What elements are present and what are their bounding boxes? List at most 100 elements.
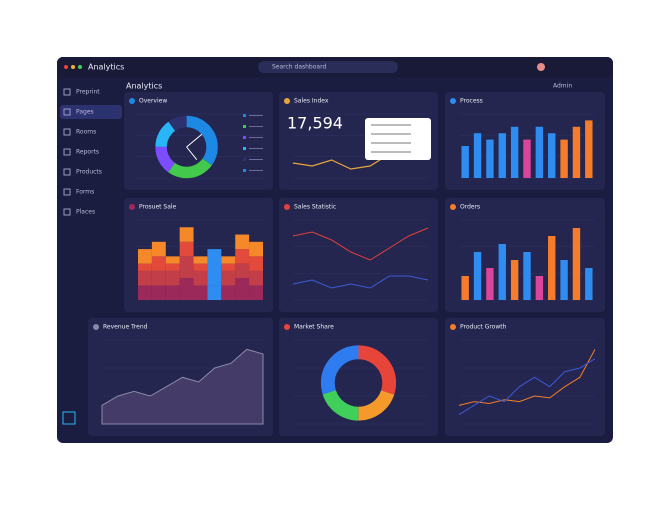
panel-icon	[284, 204, 290, 210]
sidebar-item[interactable]: Pages	[76, 109, 94, 116]
sidebar-item[interactable]: Preprint	[76, 89, 100, 96]
bar-segment	[193, 263, 208, 271]
search-box[interactable]	[258, 61, 398, 73]
search-text: Search dashboard	[272, 64, 326, 71]
bar-segment	[249, 285, 263, 300]
sidebar-item[interactable]: Reports	[76, 149, 99, 156]
clock-hand	[186, 133, 203, 148]
line	[292, 227, 429, 261]
legend-swatch	[243, 158, 246, 161]
bar	[535, 126, 544, 178]
bar-segment	[193, 285, 208, 300]
bar	[523, 139, 531, 178]
bar-segment	[179, 227, 194, 242]
bar-segment	[138, 285, 152, 300]
bar	[461, 276, 469, 300]
sidebar-icon	[63, 208, 71, 216]
panel-title: Market Share	[294, 324, 334, 331]
panel	[124, 92, 273, 190]
sidebar-icon	[63, 168, 71, 176]
panel-title: Product Growth	[460, 324, 507, 331]
bar-segment	[165, 285, 180, 300]
sidebar-item[interactable]: Products	[76, 169, 102, 176]
bar-segment	[165, 263, 180, 271]
bar	[486, 268, 494, 300]
legend-swatch	[243, 114, 246, 117]
kpi-value: 17,594	[287, 114, 343, 133]
bar	[510, 260, 519, 300]
bar-segment	[249, 270, 263, 286]
bar	[572, 126, 581, 178]
bar	[535, 276, 544, 300]
donut-segment	[155, 115, 218, 179]
legend-swatch	[243, 147, 246, 150]
avatar[interactable]	[537, 63, 545, 71]
donut-segment	[155, 115, 218, 179]
user[interactable]: Admin	[553, 83, 572, 90]
legend-swatch	[243, 136, 246, 139]
panel-icon	[129, 98, 135, 104]
bar-segment	[179, 241, 194, 257]
sidebar-item[interactable]: Forms	[76, 189, 94, 196]
line	[458, 349, 596, 406]
donut-segment	[155, 115, 218, 179]
bar-segment	[221, 285, 236, 300]
sidebar-item[interactable]: Rooms	[76, 129, 96, 136]
bar-segment	[207, 249, 222, 286]
bar	[461, 146, 469, 178]
panel-title: Sales Statistic	[294, 204, 336, 211]
bar-segment	[138, 263, 152, 271]
bar-segment	[249, 256, 263, 271]
app-title: Analytics	[88, 63, 124, 72]
bar-segment	[235, 249, 250, 264]
bar	[510, 126, 519, 178]
panel	[279, 318, 438, 436]
dot	[64, 65, 68, 69]
legend-swatch	[243, 125, 246, 128]
bar	[486, 139, 494, 178]
bar-segment	[151, 285, 166, 300]
bar	[473, 252, 482, 300]
panel-title: Sales Index	[294, 98, 329, 105]
bar-segment	[165, 256, 180, 264]
donut-segment	[320, 345, 397, 421]
bar-segment	[249, 241, 263, 257]
panel-icon	[284, 98, 290, 104]
sidebar-icon	[63, 88, 71, 96]
bar-segment	[221, 270, 236, 286]
sidebar-icon	[63, 108, 71, 116]
sidebar-icon	[63, 128, 71, 136]
dot	[71, 65, 75, 69]
bar-segment	[179, 256, 194, 279]
bar	[498, 244, 506, 300]
sidebar-icon	[63, 188, 71, 196]
panel-icon	[284, 324, 290, 330]
tab[interactable]: Analytics	[126, 82, 162, 91]
panel-icon	[129, 204, 135, 210]
legend-swatch	[243, 169, 246, 172]
bar-segment	[221, 256, 236, 264]
panel	[445, 318, 605, 436]
panel-icon	[93, 324, 99, 330]
bar	[523, 252, 531, 300]
bar	[560, 139, 568, 178]
sidebar-active	[60, 105, 122, 119]
bar-segment	[235, 263, 250, 279]
bar-segment	[151, 270, 166, 286]
panel	[279, 92, 438, 190]
sidebar-item[interactable]: Places	[76, 209, 95, 216]
line	[458, 358, 596, 416]
bar-segment	[193, 256, 208, 264]
bar-segment	[151, 256, 166, 271]
bar-segment	[138, 249, 152, 264]
bar-segment	[221, 263, 236, 271]
panel-icon	[450, 324, 456, 330]
donut-segment	[320, 345, 397, 421]
panel-title: Process	[460, 98, 483, 105]
bar-segment	[207, 285, 222, 300]
dot	[78, 65, 82, 69]
tooltip	[365, 118, 431, 160]
panel-icon	[450, 98, 456, 104]
bar	[498, 133, 506, 178]
bar-segment	[151, 241, 166, 257]
